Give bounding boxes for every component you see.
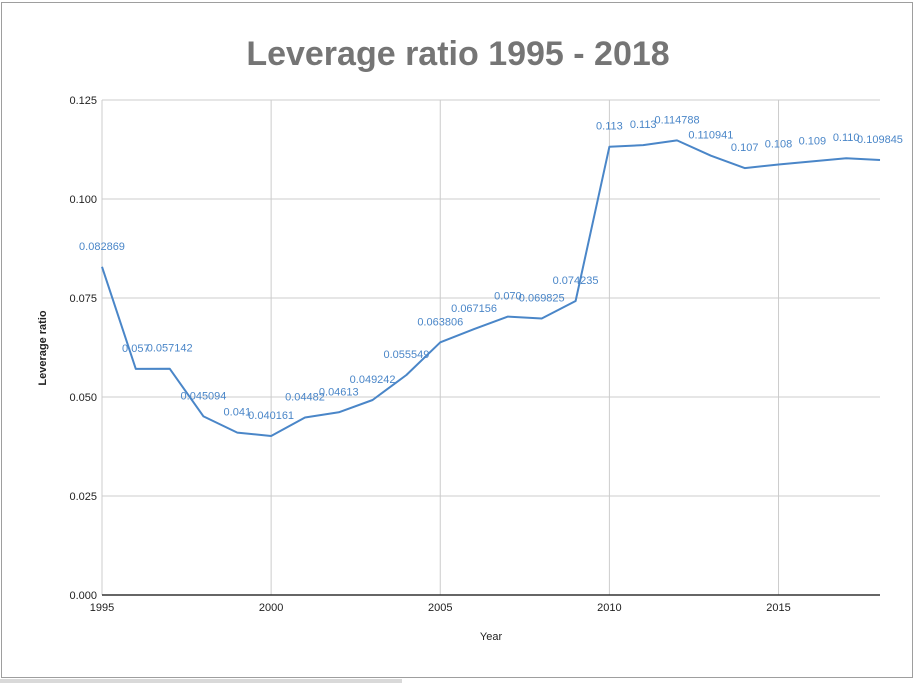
series-line [101,139,881,437]
data-label: 0.069825 [519,292,565,304]
chart-title: Leverage ratio 1995 - 2018 [246,35,669,73]
y-axis-ticks: 0.000 0.025 0.050 0.075 0.100 0.125 [69,95,97,602]
data-label: 0.049242 [350,374,396,386]
y-tick-label: 0.100 [69,194,97,206]
data-label: 0.04613 [319,386,359,398]
data-label: 0.067156 [451,303,497,315]
data-label: 0.113 [596,121,623,133]
data-label: 0.113 [630,119,657,131]
data-label: 0.057142 [147,343,193,355]
series-layer [101,139,881,437]
x-axis-ticks: 1995 2000 2005 2010 2015 [90,602,791,614]
data-label: 0.108 [765,139,793,151]
data-label: 0.109845 [857,134,903,146]
data-label: 0.063806 [417,316,463,328]
data-label: 0.109 [799,135,827,147]
data-label: 0.110941 [688,130,733,142]
y-tick-label: 0.075 [69,293,97,305]
data-label: 0.04482 [285,392,325,404]
y-tick-label: 0.050 [69,392,97,404]
data-label: 0.055549 [383,349,429,361]
data-label: 0.107 [731,142,759,154]
data-label: 0.114788 [655,114,700,126]
x-tick-label: 2015 [766,602,790,614]
gridlines [101,99,880,595]
data-label: 0.041 [224,407,252,419]
data-label: 0.045094 [181,390,227,402]
y-tick-label: 0.125 [69,95,97,107]
x-tick-label: 2005 [428,602,452,614]
data-label: 0.110 [833,132,860,144]
data-label: 0.057 [122,343,150,355]
data-label: 0.040161 [248,410,294,422]
x-tick-label: 2010 [597,602,621,614]
y-axis-title: Leverage ratio [37,310,49,385]
data-label: 0.074235 [553,275,599,287]
data-label: 0.070 [494,291,522,303]
y-tick-label: 0.000 [69,590,97,602]
x-axis-title: Year [480,631,503,643]
data-label: 0.082869 [79,241,125,253]
x-tick-label: 1995 [90,602,114,614]
y-tick-label: 0.025 [69,491,97,503]
x-tick-label: 2000 [259,602,283,614]
horizontal-scrollbar[interactable] [0,679,402,683]
